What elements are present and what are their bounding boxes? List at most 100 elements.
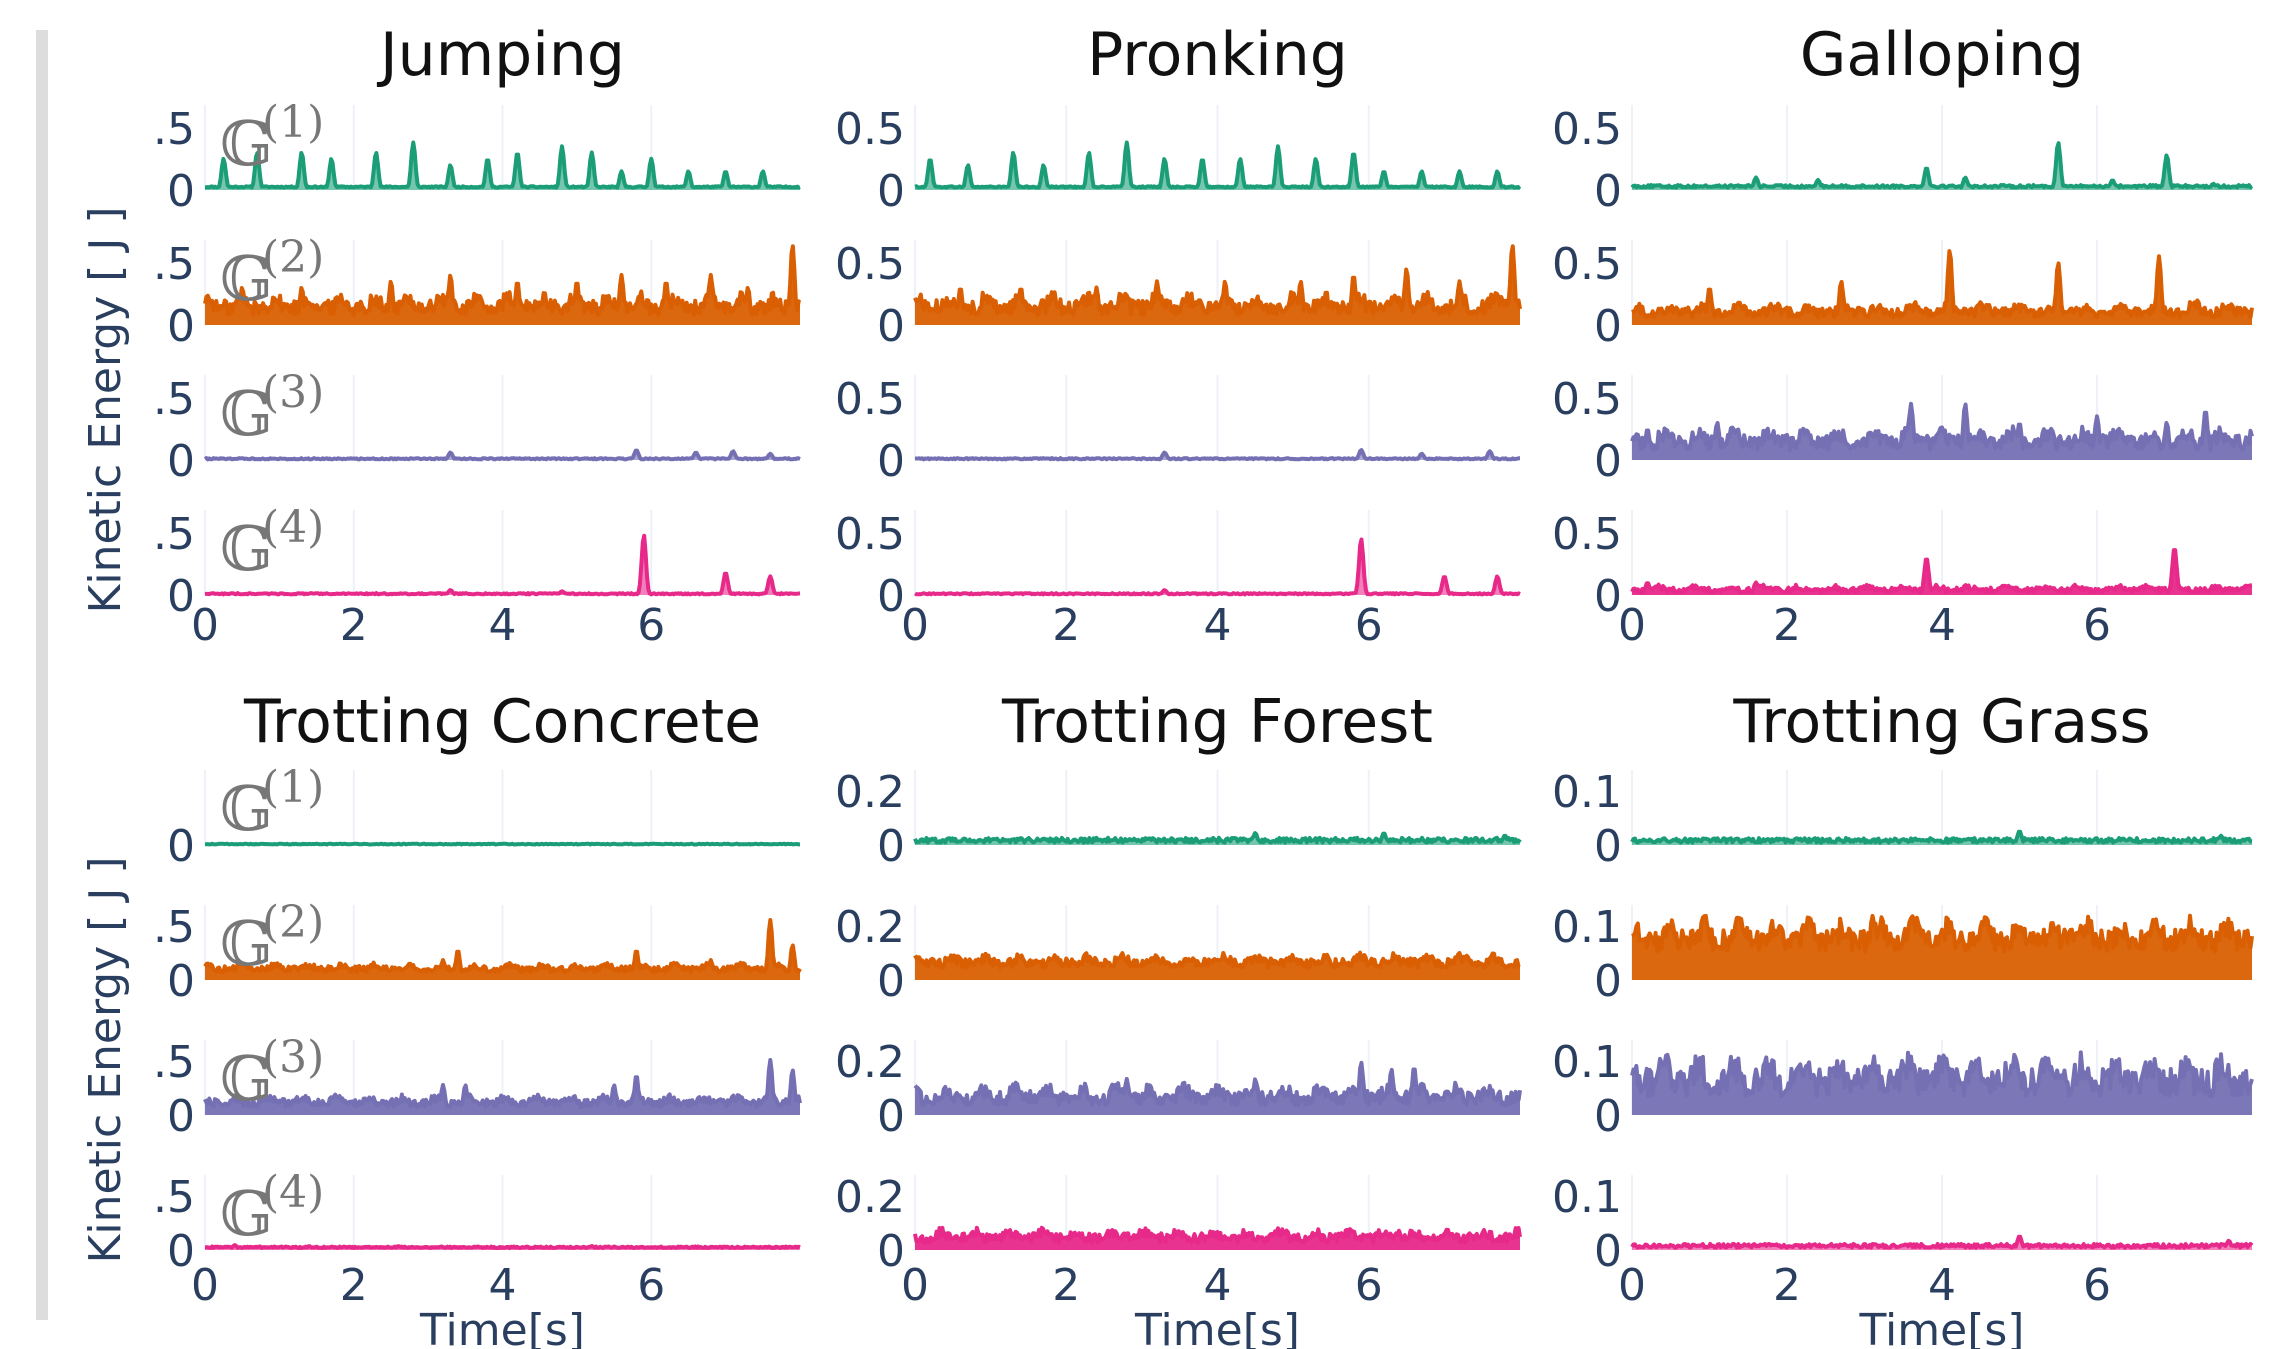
- x-axis-title: Time[s]: [1859, 1305, 2025, 1349]
- panel-title: Trotting Concrete: [243, 687, 761, 757]
- x-tick-label: 6: [637, 600, 665, 651]
- panel-title: Trotting Grass: [1732, 687, 2150, 757]
- group-label-1: 𝔾: [220, 772, 273, 845]
- y-tick-label: 0.5: [835, 374, 905, 425]
- x-tick-label: 2: [1052, 600, 1080, 651]
- series-area-2: [1632, 915, 2252, 980]
- y-tick-label: 0: [167, 821, 195, 872]
- group-label-sup-4: (4): [262, 1167, 324, 1218]
- y-tick-label: 0.5: [835, 509, 905, 560]
- y-axis-title-bottom: Kinetic Energy [ J ]: [80, 857, 131, 1264]
- y-tick-label: .5: [153, 104, 195, 155]
- series-line-1: [913, 831, 1522, 845]
- y-tick-label: .5: [153, 1172, 195, 1223]
- x-tick-label: 2: [340, 1260, 368, 1311]
- group-label-sup-4: (4): [262, 502, 324, 553]
- y-axis-title-top: Kinetic Energy [ J ]: [80, 207, 131, 614]
- y-tick-label: 0.5: [1552, 509, 1622, 560]
- series-line-3: [1630, 401, 2254, 452]
- x-tick-label: 0: [191, 600, 219, 651]
- x-tick-label: 6: [1355, 1260, 1383, 1311]
- series-line-1: [204, 140, 801, 190]
- y-tick-label: 0: [877, 436, 905, 487]
- group-label-3: 𝔾: [220, 377, 273, 450]
- x-tick-label: 2: [1773, 1260, 1801, 1311]
- x-tick-label: 2: [340, 600, 368, 651]
- panel-jumping: Jumping.50𝔾(1).50𝔾(2).50𝔾(3).50𝔾(4)0 2 4 6: [153, 20, 802, 651]
- series-line-4: [204, 1243, 801, 1250]
- x-tick-label: 6: [637, 1260, 665, 1311]
- group-label-2: 𝔾: [220, 242, 273, 315]
- y-tick-label: .5: [153, 239, 195, 290]
- series-line-3: [1630, 1050, 2254, 1099]
- y-tick-label: .5: [153, 1037, 195, 1088]
- panel-grid: Jumping.50𝔾(1).50𝔾(2).50𝔾(3).50𝔾(4)0 2 4 6P…: [153, 20, 2254, 1349]
- y-tick-label: 0: [877, 956, 905, 1007]
- y-tick-label: 0: [167, 166, 195, 217]
- x-tick-label: 0: [901, 600, 929, 651]
- series-line-4: [1630, 548, 2253, 595]
- y-tick-label: 0: [1594, 436, 1622, 487]
- y-tick-label: 0.2: [835, 1172, 905, 1223]
- x-tick-label: 0: [901, 1260, 929, 1311]
- x-tick-label: 4: [489, 1260, 517, 1311]
- x-tick-label: 4: [1928, 600, 1956, 651]
- series-line-4: [914, 537, 1521, 597]
- group-label-sup-3: (3): [262, 1032, 324, 1083]
- y-tick-label: 0: [1594, 821, 1622, 872]
- y-tick-label: 0: [877, 571, 905, 622]
- y-tick-label: 0: [1594, 1091, 1622, 1142]
- series-line-1: [914, 140, 1522, 190]
- group-label-3: 𝔾: [220, 1042, 273, 1115]
- series-line-2: [203, 918, 802, 974]
- series-area-1: [915, 142, 1520, 190]
- group-label-sup-1: (1): [262, 97, 324, 148]
- y-tick-label: 0: [877, 301, 905, 352]
- y-tick-label: 0.1: [1552, 1037, 1622, 1088]
- y-tick-label: 0: [1594, 166, 1622, 217]
- y-tick-label: 0.5: [835, 104, 905, 155]
- series-line-4: [1630, 1234, 2254, 1250]
- y-tick-label: 0: [1594, 1226, 1622, 1277]
- y-tick-label: 0.2: [835, 902, 905, 953]
- group-label-sup-2: (2): [262, 232, 324, 283]
- y-tick-label: 0: [167, 956, 195, 1007]
- x-tick-label: 4: [1204, 600, 1232, 651]
- panel-title: Trotting Forest: [1001, 687, 1433, 757]
- series-line-2: [913, 244, 1522, 317]
- panel-title: Jumping: [376, 20, 625, 90]
- series-line-4: [204, 533, 801, 597]
- series-line-1: [1630, 829, 2253, 845]
- x-axis-title: Time[s]: [1134, 1305, 1300, 1349]
- series-area-3: [1632, 1052, 2252, 1115]
- series-line-3: [203, 1058, 802, 1109]
- series-line-2: [203, 244, 802, 317]
- y-tick-label: 0.1: [1552, 902, 1622, 953]
- x-tick-label: 6: [1355, 600, 1383, 651]
- y-tick-label: 0: [877, 821, 905, 872]
- panel-title: Pronking: [1087, 20, 1348, 90]
- y-tick-label: 0.5: [1552, 104, 1622, 155]
- y-tick-label: 0: [1594, 956, 1622, 1007]
- y-tick-label: 0.1: [1552, 1172, 1622, 1223]
- series-line-3: [914, 448, 1521, 462]
- x-tick-label: 4: [1928, 1260, 1956, 1311]
- series-line-4: [913, 1225, 1522, 1245]
- group-label-2: 𝔾: [220, 907, 273, 980]
- x-tick-label: 4: [489, 600, 517, 651]
- y-tick-label: 0: [1594, 571, 1622, 622]
- y-tick-label: 0.5: [835, 239, 905, 290]
- x-tick-label: 0: [191, 1260, 219, 1311]
- series-line-2: [1631, 913, 2254, 954]
- group-label-4: 𝔾: [220, 512, 273, 585]
- y-tick-label: 0.5: [1552, 239, 1622, 290]
- x-axis-title: Time[s]: [419, 1305, 585, 1349]
- y-tick-label: 0: [167, 1091, 195, 1142]
- group-label-1: 𝔾: [220, 107, 273, 180]
- y-tick-label: 0.1: [1552, 767, 1622, 818]
- y-tick-label: 0: [877, 1226, 905, 1277]
- y-tick-label: 0.5: [1552, 374, 1622, 425]
